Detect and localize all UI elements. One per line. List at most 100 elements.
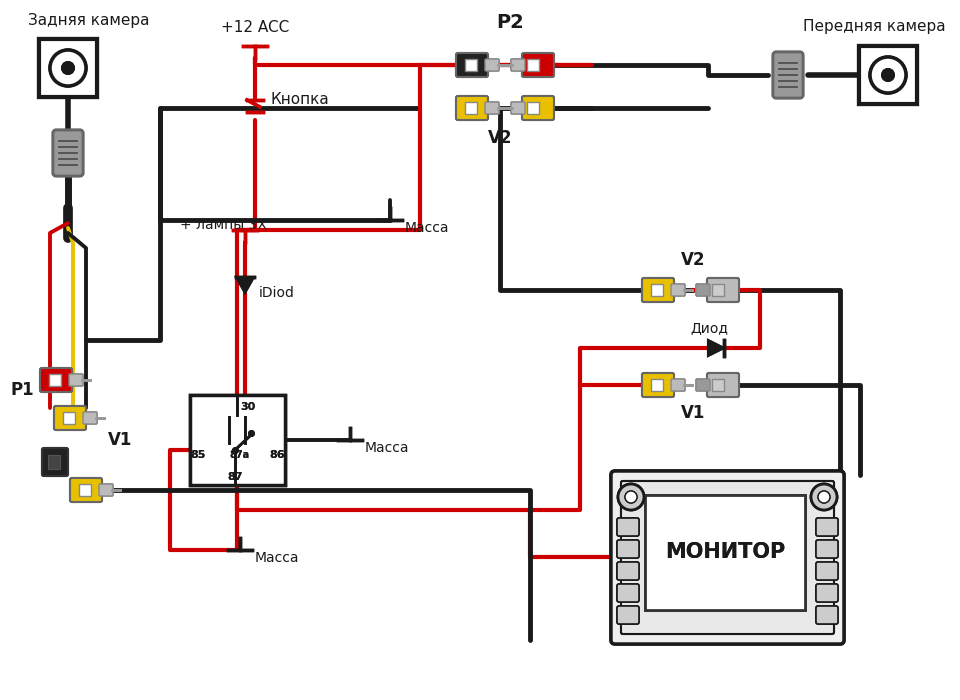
Circle shape <box>50 50 86 86</box>
FancyBboxPatch shape <box>485 102 499 114</box>
Bar <box>39 39 97 97</box>
FancyBboxPatch shape <box>773 52 803 98</box>
Circle shape <box>625 491 637 503</box>
FancyBboxPatch shape <box>53 130 83 176</box>
FancyBboxPatch shape <box>707 278 739 302</box>
FancyBboxPatch shape <box>485 59 499 71</box>
Bar <box>79 484 91 496</box>
Bar <box>190 395 285 485</box>
Bar <box>527 102 539 114</box>
FancyBboxPatch shape <box>611 471 844 644</box>
FancyBboxPatch shape <box>816 606 838 624</box>
Bar <box>859 46 917 104</box>
Circle shape <box>618 484 644 510</box>
FancyBboxPatch shape <box>54 406 86 430</box>
Text: Передняя камера: Передняя камера <box>803 20 946 34</box>
FancyBboxPatch shape <box>816 584 838 602</box>
Text: P2: P2 <box>496 13 524 32</box>
FancyBboxPatch shape <box>617 584 639 602</box>
FancyBboxPatch shape <box>671 284 685 296</box>
FancyBboxPatch shape <box>456 96 488 120</box>
FancyBboxPatch shape <box>617 540 639 558</box>
Bar <box>712 379 724 391</box>
Text: 30: 30 <box>240 402 255 412</box>
FancyBboxPatch shape <box>617 562 639 580</box>
FancyBboxPatch shape <box>671 284 685 296</box>
Circle shape <box>870 57 906 93</box>
Text: 87a: 87a <box>228 450 249 460</box>
FancyBboxPatch shape <box>642 278 674 302</box>
Bar <box>651 284 663 296</box>
FancyBboxPatch shape <box>99 484 113 496</box>
FancyBboxPatch shape <box>456 53 488 77</box>
Circle shape <box>881 68 895 82</box>
Text: Масса: Масса <box>405 221 449 235</box>
Circle shape <box>818 491 830 503</box>
Bar <box>49 374 61 386</box>
FancyBboxPatch shape <box>773 52 803 98</box>
Bar <box>651 284 663 296</box>
Circle shape <box>618 484 644 510</box>
Text: Диод: Диод <box>690 321 728 335</box>
FancyBboxPatch shape <box>816 540 838 558</box>
FancyBboxPatch shape <box>70 478 102 502</box>
FancyBboxPatch shape <box>617 518 639 536</box>
Bar <box>465 102 477 114</box>
FancyBboxPatch shape <box>696 379 710 391</box>
Text: Масса: Масса <box>365 441 410 455</box>
Polygon shape <box>236 277 254 293</box>
Text: P1: P1 <box>10 381 34 399</box>
Text: 86: 86 <box>269 450 285 460</box>
Text: V1: V1 <box>108 431 132 449</box>
Text: МОНИТОР: МОНИТОР <box>665 542 785 563</box>
FancyBboxPatch shape <box>621 481 834 634</box>
FancyBboxPatch shape <box>642 278 674 302</box>
Circle shape <box>61 61 75 75</box>
Bar <box>527 59 539 71</box>
FancyBboxPatch shape <box>617 518 639 536</box>
FancyBboxPatch shape <box>707 373 739 397</box>
FancyBboxPatch shape <box>511 59 525 71</box>
Text: 87a: 87a <box>228 450 249 460</box>
FancyBboxPatch shape <box>54 406 86 430</box>
FancyBboxPatch shape <box>99 484 113 496</box>
Bar <box>39 39 97 97</box>
FancyBboxPatch shape <box>522 53 554 77</box>
FancyBboxPatch shape <box>642 373 674 397</box>
FancyBboxPatch shape <box>69 374 83 386</box>
FancyBboxPatch shape <box>511 102 525 114</box>
Bar <box>527 59 539 71</box>
Circle shape <box>881 68 895 82</box>
FancyBboxPatch shape <box>40 368 72 392</box>
Bar <box>712 284 724 296</box>
FancyBboxPatch shape <box>70 478 102 502</box>
FancyBboxPatch shape <box>522 96 554 120</box>
Bar <box>48 455 60 469</box>
FancyBboxPatch shape <box>40 368 72 392</box>
FancyBboxPatch shape <box>611 471 844 644</box>
Circle shape <box>50 50 86 86</box>
FancyBboxPatch shape <box>617 606 639 624</box>
Circle shape <box>811 484 837 510</box>
FancyBboxPatch shape <box>816 562 838 580</box>
Bar <box>527 102 539 114</box>
Circle shape <box>625 491 637 503</box>
FancyBboxPatch shape <box>522 96 554 120</box>
Bar <box>49 374 61 386</box>
Text: 86: 86 <box>269 450 285 460</box>
FancyBboxPatch shape <box>42 448 68 476</box>
FancyBboxPatch shape <box>456 53 488 77</box>
Bar <box>645 495 805 610</box>
FancyBboxPatch shape <box>83 412 97 424</box>
FancyBboxPatch shape <box>707 278 739 302</box>
Text: 30: 30 <box>240 402 255 412</box>
FancyBboxPatch shape <box>617 540 639 558</box>
Bar <box>48 455 60 469</box>
FancyBboxPatch shape <box>53 130 83 176</box>
FancyBboxPatch shape <box>617 606 639 624</box>
Bar <box>465 102 477 114</box>
FancyBboxPatch shape <box>816 584 838 602</box>
FancyBboxPatch shape <box>816 606 838 624</box>
Polygon shape <box>708 340 724 356</box>
Bar <box>79 484 91 496</box>
